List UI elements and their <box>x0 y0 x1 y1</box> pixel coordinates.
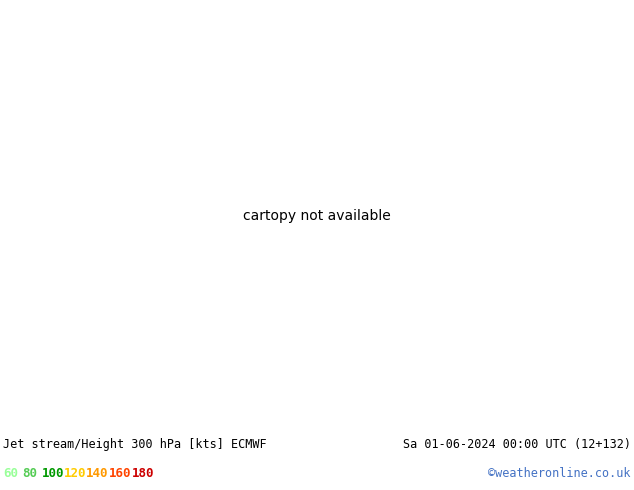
Text: ©weatheronline.co.uk: ©weatheronline.co.uk <box>489 467 631 480</box>
Text: 80: 80 <box>22 467 37 480</box>
Text: 100: 100 <box>42 467 65 480</box>
Text: 180: 180 <box>132 467 155 480</box>
Text: 140: 140 <box>86 467 108 480</box>
Text: Sa 01-06-2024 00:00 UTC (12+132): Sa 01-06-2024 00:00 UTC (12+132) <box>403 438 631 451</box>
Text: Jet stream/Height 300 hPa [kts] ECMWF: Jet stream/Height 300 hPa [kts] ECMWF <box>3 438 267 451</box>
Text: cartopy not available: cartopy not available <box>243 209 391 222</box>
Text: 160: 160 <box>109 467 131 480</box>
Text: 120: 120 <box>64 467 86 480</box>
Text: 60: 60 <box>3 467 18 480</box>
